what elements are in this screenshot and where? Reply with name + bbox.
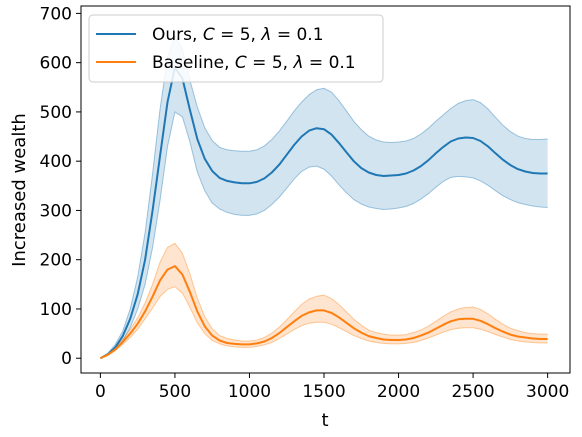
x-tick-label: 500 [159,382,191,402]
y-tick-label: 0 [61,349,72,369]
x-tick-label: 3000 [526,382,569,402]
x-axis-title: t [321,410,328,431]
y-tick-label: 500 [40,103,72,123]
baseline-line [99,265,548,360]
x-tick-label: 2500 [451,382,494,402]
y-axis-title: Increased wealth [9,113,30,267]
y-tick-label: 300 [40,201,72,221]
y-tick-label: 600 [40,54,72,74]
baseline-band-upper-edge [100,242,548,359]
x-tick-label: 1500 [302,382,345,402]
plot-frame [80,5,571,374]
x-axis: 0 500 1000 1500 2000 2500 3000 [95,373,569,402]
legend: Ours, C = 5, λ = 0.1 Baseline, C = 5, λ =… [88,14,384,83]
legend-box [88,14,384,83]
y-tick-label: 700 [40,4,72,24]
y-axis: 0 100 200 300 400 500 600 700 [40,4,81,369]
y-tick-label: 200 [40,251,72,271]
y-tick-label: 100 [40,300,72,320]
baseline-band [100,243,548,359]
y-tick-label: 400 [40,152,72,172]
baseline-legend-label: Baseline, C = 5, λ = 0.1 [152,53,356,73]
x-tick-label: 1000 [228,382,271,402]
ours-band-lower-edge [100,111,548,359]
baseline-band-lower-edge [100,286,548,359]
x-tick-label: 2000 [377,382,420,402]
ours-legend-label: Ours, C = 5, λ = 0.1 [152,25,324,45]
x-tick-label: 0 [95,382,106,402]
ours-band [100,35,548,359]
